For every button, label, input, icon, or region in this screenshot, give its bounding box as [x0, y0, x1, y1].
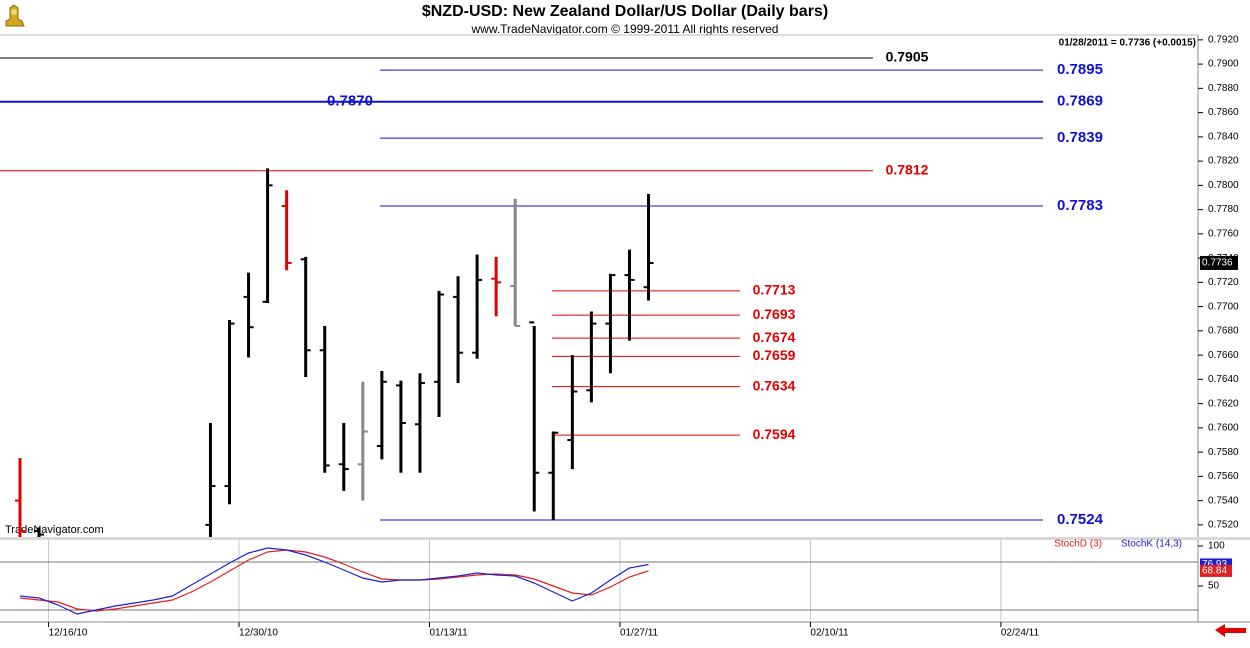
level-label: 0.7713: [753, 282, 796, 298]
y-tick-label: 0.7780: [1208, 204, 1239, 215]
y-tick-label: 0.7860: [1208, 107, 1239, 118]
level-label: 0.7895: [1057, 61, 1103, 78]
chart-subtitle: www.TradeNavigator.com © 1999-2011 All r…: [471, 22, 779, 36]
y-tick-label: 0.7760: [1208, 229, 1239, 240]
logo-icon: [5, 4, 25, 27]
price-panel: 0.7905 0.7895 0.7869 0.7870 0.7839 0.7812 0.77…: [0, 49, 1104, 537]
level-label: 0.7674: [753, 329, 796, 345]
legend-entry: StochD (3): [1054, 539, 1102, 550]
level-label: 0.7839: [1057, 129, 1103, 146]
y-tick-label: 50: [1208, 581, 1220, 592]
y-tick-label: 0.7660: [1208, 350, 1239, 361]
y-tick-label: 0.7540: [1208, 495, 1239, 506]
level-label: 0.7905: [886, 49, 929, 65]
watermark: TradeNavigator.com: [5, 524, 104, 536]
last-value-label: 68.84: [1202, 566, 1227, 577]
y-tick-label: 0.7560: [1208, 471, 1239, 482]
level-label: 0.7659: [753, 347, 796, 363]
y-tick-label: 0.7820: [1208, 156, 1239, 167]
level-label: 0.7634: [753, 377, 796, 393]
y-tick-label: 0.7520: [1208, 520, 1239, 531]
y-tick-label: 0.7900: [1208, 59, 1239, 70]
stoch-line: [19, 547, 649, 615]
level-label: 0.7870: [327, 93, 373, 110]
y-tick-label: 0.7640: [1208, 374, 1239, 385]
stoch-line: [19, 549, 649, 612]
level-label: 0.7594: [753, 426, 796, 442]
x-tick-label: 01/27/11: [620, 628, 659, 639]
y-tick-label: 0.7580: [1208, 447, 1239, 458]
last-value-label: 76.93: [1202, 559, 1227, 570]
y-tick-label: 0.7800: [1208, 180, 1239, 191]
legend-entry: StochK (14,3): [1121, 539, 1182, 550]
chart-title: $NZD-USD: New Zealand Dollar/US Dollar (…: [422, 3, 828, 20]
y-tick-label: 0.7600: [1208, 423, 1239, 434]
y-tick-label: 0.7720: [1208, 277, 1239, 288]
x-tick-label: 12/16/10: [49, 628, 88, 639]
level-label: 0.7869: [1057, 93, 1103, 110]
x-tick-label: 02/24/11: [1001, 628, 1040, 639]
y-tick-label: 0.7700: [1208, 301, 1239, 312]
y-tick-label: 0.7680: [1208, 326, 1239, 337]
last-price-label: 0.7736: [1202, 258, 1233, 269]
level-label: 0.7524: [1057, 511, 1104, 528]
x-tick-label: 12/30/10: [239, 628, 278, 639]
x-tick-label: 02/10/11: [810, 628, 849, 639]
y-tick-label: 0.7620: [1208, 398, 1239, 409]
y-tick-label: 0.7880: [1208, 83, 1239, 94]
x-tick-label: 01/13/11: [429, 628, 468, 639]
header-note: 01/28/2011 = 0.7736 (+0.0015): [1059, 38, 1196, 49]
last-price-box: [1200, 255, 1238, 270]
level-label: 0.7812: [886, 162, 929, 178]
y-tick-label: 0.7920: [1208, 34, 1239, 45]
scroll-arrow[interactable]: [1215, 624, 1246, 637]
price-axis: 0.7920 0.7900 0.7880 0.7860 0.7840 0.7820 0.78…: [1198, 34, 1239, 531]
panel-separator: [0, 537, 1250, 540]
last-value-box: [1200, 564, 1232, 577]
level-label: 0.7783: [1057, 197, 1103, 214]
y-tick-label: 100: [1208, 541, 1225, 552]
level-label: 0.7693: [753, 306, 796, 322]
y-tick-label: 0.7840: [1208, 131, 1239, 142]
stoch-panel: [0, 540, 1198, 622]
